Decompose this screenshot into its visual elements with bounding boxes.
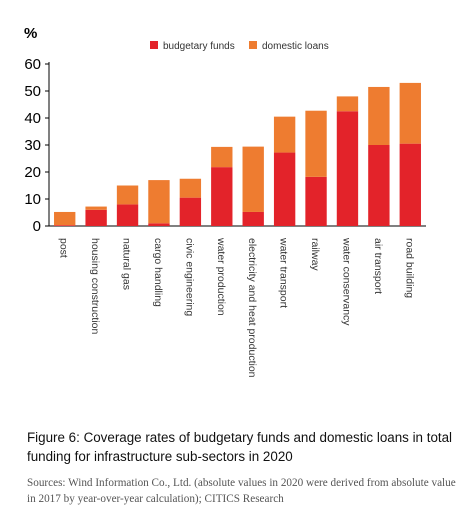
bar-budgetary-funds — [211, 167, 233, 226]
bar-domestic-loans — [116, 185, 139, 205]
x-tick-label: air transport — [372, 238, 384, 294]
coverage-rate-chart: % budgetary funds domestic loans 0 10 20 30 4… — [24, 25, 426, 378]
bar-domestic-loans — [179, 178, 202, 198]
x-tick-label: water transport — [278, 237, 290, 308]
bar-domestic-loans — [336, 96, 359, 112]
bar-domestic-loans — [148, 180, 170, 224]
bar-budgetary-funds — [399, 143, 421, 226]
y-tick-label: 60 — [24, 56, 41, 73]
bar-budgetary-funds — [368, 145, 390, 226]
y-tick-label: 40 — [24, 110, 41, 127]
bar-series — [54, 82, 421, 226]
bar-budgetary-funds — [54, 225, 76, 226]
x-tick-label: civic engineering — [183, 238, 195, 316]
bar-domestic-loans — [211, 146, 233, 168]
bar-domestic-loans — [54, 211, 76, 226]
bar-domestic-loans — [242, 146, 264, 212]
figure-caption: Figure 6: Coverage rates of budgetary fu… — [27, 430, 453, 464]
legend-label: domestic loans — [262, 41, 329, 52]
bar-budgetary-funds — [336, 111, 359, 226]
bar-domestic-loans — [273, 116, 296, 153]
y-tick-label: 20 — [24, 164, 41, 181]
x-tick-label: housing construction — [89, 238, 101, 334]
bar-budgetary-funds — [273, 152, 296, 226]
chart-legend: budgetary funds domestic loans — [150, 41, 329, 52]
legend-swatch — [249, 41, 257, 49]
x-tick-label: water production — [215, 237, 227, 316]
x-tick-label: electricity and heat production — [246, 238, 258, 378]
bar-budgetary-funds — [242, 211, 264, 226]
x-tick-label: natural gas — [121, 238, 133, 290]
x-tick-label: road building — [403, 238, 415, 298]
legend-swatch — [150, 41, 158, 49]
y-axis-unit-label: % — [24, 25, 37, 42]
bar-budgetary-funds — [85, 209, 107, 226]
bar-budgetary-funds — [305, 176, 327, 226]
bar-budgetary-funds — [148, 223, 170, 226]
figure-source-note: Sources: Wind Information Co., Ltd. (abs… — [27, 477, 456, 505]
y-tick-label: 0 — [33, 218, 41, 235]
bar-budgetary-funds — [116, 204, 139, 226]
x-tick-label: cargo handling — [152, 238, 164, 307]
x-tick-label: water conservancy — [340, 237, 352, 326]
bar-budgetary-funds — [179, 197, 202, 226]
legend-label: budgetary funds — [163, 41, 235, 52]
x-tick-label: railway — [309, 238, 321, 271]
y-tick-label: 10 — [24, 191, 41, 208]
y-tick-label: 50 — [24, 83, 41, 100]
bar-domestic-loans — [305, 110, 327, 177]
bar-domestic-loans — [399, 82, 421, 144]
y-axis: 0 10 20 30 40 50 60 — [24, 56, 426, 235]
y-tick-label: 30 — [24, 137, 41, 154]
x-axis-labels: post housing construction natural gas cargo… — [58, 237, 416, 378]
x-tick-label: post — [58, 238, 70, 258]
bar-domestic-loans — [85, 206, 107, 210]
bar-domestic-loans — [368, 86, 390, 145]
